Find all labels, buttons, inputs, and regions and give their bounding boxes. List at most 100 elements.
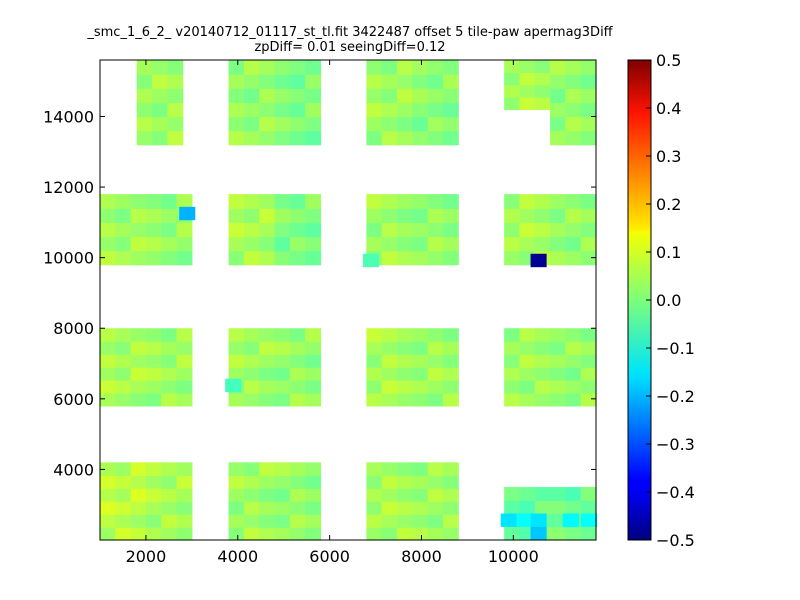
heatmap-cell: [100, 208, 116, 223]
heatmap-cell: [550, 88, 566, 103]
heatmap-cell: [100, 392, 116, 407]
heatmap-cell: [519, 72, 536, 86]
heatmap-cell: [519, 60, 536, 73]
heatmap-cell: [152, 102, 168, 118]
heatmap-cell: [145, 475, 162, 489]
heatmap-cell: [305, 328, 322, 342]
heatmap-cell: [565, 194, 582, 209]
heatmap-cell: [152, 74, 168, 89]
heatmap-cell: [442, 88, 459, 103]
heatmap-cell-highlight: [500, 513, 517, 527]
heatmap-cell: [381, 102, 398, 118]
heatmap-cell: [161, 488, 178, 502]
heatmap-cell: [412, 116, 429, 132]
heatmap-cell: [259, 250, 276, 266]
heatmap-cell: [228, 354, 245, 368]
heatmap-cell: [550, 236, 566, 252]
heatmap-cell: [504, 97, 521, 111]
heatmap-cell: [176, 514, 193, 528]
heatmap-cell: [412, 328, 429, 342]
heatmap-cell: [366, 392, 383, 407]
heatmap-cell: [550, 513, 566, 528]
colorbar-tick-label: 0.3: [656, 147, 681, 166]
heatmap-cell: [427, 222, 444, 238]
heatmap-cell: [176, 367, 193, 381]
heatmap-cell-highlight: [562, 513, 579, 527]
heatmap-cell: [366, 130, 383, 146]
heatmap-cell: [259, 328, 276, 342]
heatmap-cell: [136, 116, 153, 132]
heatmap-cell: [519, 208, 536, 223]
heatmap-cell: [519, 236, 536, 252]
heatmap-cell: [274, 102, 291, 118]
heatmap-cell: [534, 367, 551, 381]
heatmap-cell: [274, 74, 291, 89]
heatmap-cell: [534, 222, 551, 238]
heatmap-cell: [228, 501, 245, 515]
heatmap-cell: [161, 250, 178, 266]
heatmap-cell: [274, 208, 291, 223]
heatmap-cell: [412, 60, 429, 75]
heatmap-cell: [504, 194, 521, 209]
heatmap-cell: [115, 250, 132, 266]
heatmap-cell: [289, 527, 306, 541]
heatmap-cell: [228, 130, 245, 146]
heatmap-cell: [305, 60, 322, 75]
heatmap-cell: [115, 328, 132, 342]
heatmap-cell: [519, 380, 536, 394]
heatmap-cell: [289, 208, 306, 223]
heatmap-cell: [274, 367, 291, 381]
heatmap-cell: [442, 341, 459, 355]
heatmap-cell-highlight: [179, 206, 196, 221]
heatmap-cell: [136, 74, 153, 89]
heatmap-cell: [442, 514, 459, 528]
heatmap-cell-highlight: [530, 513, 547, 527]
heatmap-cell: [161, 462, 178, 476]
heatmap-cell: [130, 222, 147, 238]
heatmap-cell: [580, 208, 597, 223]
heatmap-cell: [396, 116, 413, 132]
heatmap-cell: [442, 527, 459, 541]
heatmap-cell: [396, 488, 413, 502]
heatmap-cell: [504, 341, 521, 355]
heatmap-cell: [504, 392, 521, 407]
heatmap-cell: [115, 194, 132, 209]
heatmap-cell: [550, 208, 566, 223]
heatmap-cell: [305, 250, 322, 266]
heatmap-cell: [274, 116, 291, 132]
colorbar-tick-label: 0.0: [656, 291, 681, 310]
heatmap-cell: [305, 102, 322, 118]
heatmap-cell: [550, 500, 566, 515]
colorbar-tick-label: −0.4: [656, 483, 695, 502]
heatmap-cell: [565, 74, 582, 89]
heatmap-cell: [442, 367, 459, 381]
heatmap-cell: [243, 380, 260, 394]
heatmap-cell: [412, 74, 429, 89]
heatmap-cell: [427, 130, 444, 146]
heatmap-cell: [412, 250, 429, 266]
heatmap-cell: [145, 236, 162, 252]
heatmap-cell: [396, 88, 413, 103]
heatmap-cell: [366, 102, 383, 118]
heatmap-cell: [305, 236, 322, 252]
heatmap-cell: [427, 501, 444, 515]
heatmap-cell: [442, 194, 459, 209]
heatmap-cell: [176, 380, 193, 394]
heatmap-cell: [366, 194, 383, 209]
heatmap-cell: [274, 527, 291, 541]
heatmap-cell: [565, 236, 582, 252]
heatmap-cell: [442, 462, 459, 476]
heatmap-cell: [305, 130, 322, 146]
heatmap-cell: [228, 514, 245, 528]
heatmap-cell: [145, 380, 162, 394]
heatmap-cell: [565, 130, 582, 146]
heatmap-cell: [289, 475, 306, 489]
heatmap-cell: [534, 84, 551, 98]
heatmap-cell: [243, 250, 260, 266]
heatmap-cell: [534, 97, 551, 111]
colorbar-tick-label: 0.5: [656, 51, 681, 70]
heatmap-cell: [412, 208, 429, 223]
heatmap-cell: [130, 236, 147, 252]
heatmap-cell: [145, 367, 162, 381]
